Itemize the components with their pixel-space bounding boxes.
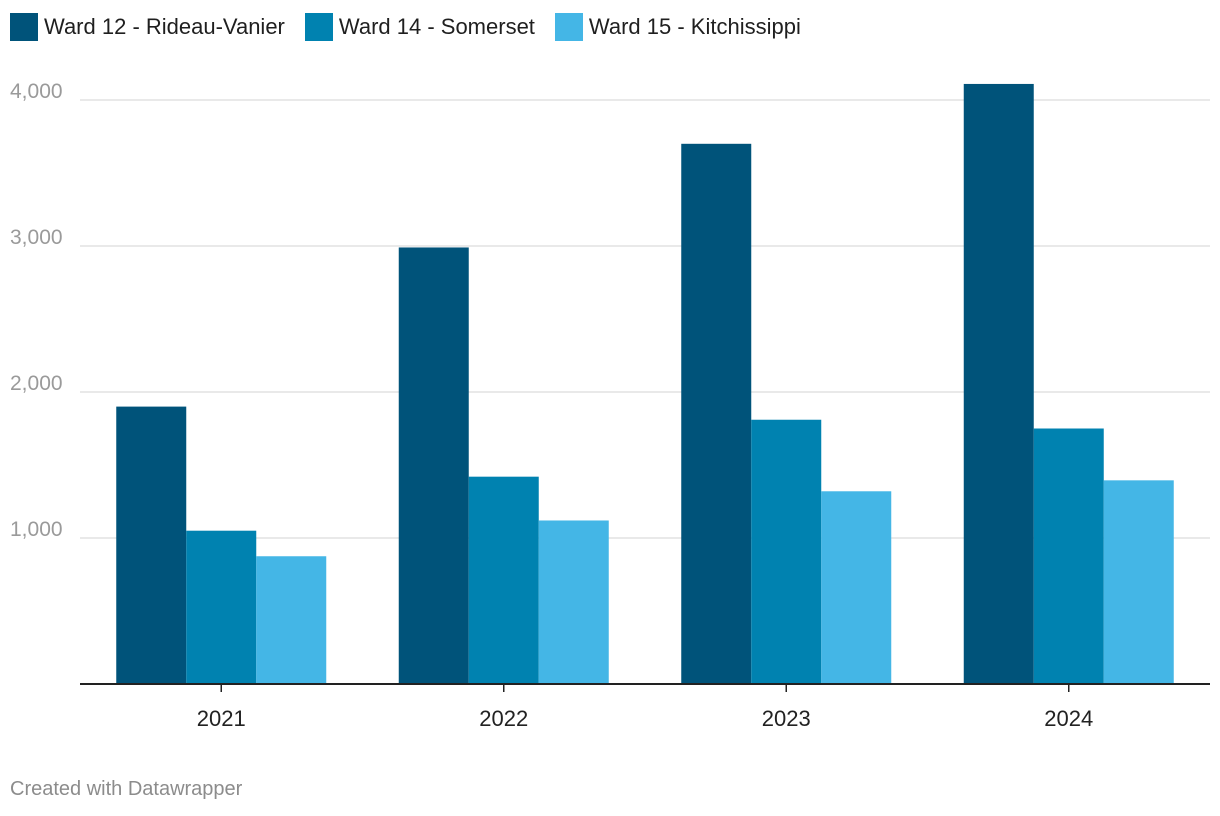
bar-2022-series-3 (538, 520, 609, 684)
bar-2022-series-2 (468, 476, 539, 684)
legend-item-ward-15: Ward 15 - Kitchissippi (554, 13, 801, 41)
bar-2021-series-2 (186, 530, 257, 684)
y-tick-label-2000: 2,000 (10, 372, 63, 395)
bar-2023-series-1 (681, 143, 752, 685)
bar-2024-series-2 (1033, 428, 1104, 684)
bar-2024-series-3 (1103, 480, 1174, 684)
footer-credit: Created with Datawrapper (10, 778, 243, 800)
legend-label-ward-12: Ward 12 - Rideau-Vanier (44, 14, 285, 39)
legend-swatch-ward-15 (554, 13, 583, 41)
bar-2023-series-3 (821, 491, 892, 684)
legend-item-ward-14: Ward 14 - Somerset (304, 13, 535, 41)
bar-2022-series-1 (398, 247, 469, 684)
bar-2023-series-2 (751, 419, 822, 684)
legend-swatch-ward-12 (10, 13, 38, 41)
legend-label-ward-15: Ward 15 - Kitchissippi (588, 14, 801, 39)
legend-item-ward-12: Ward 12 - Rideau-Vanier (10, 13, 285, 41)
bar-2021-series-1 (116, 406, 187, 684)
chart-legend: Ward 12 - Rideau-Vanier Ward 14 - Somers… (10, 12, 821, 42)
legend-label-ward-14: Ward 14 - Somerset (338, 14, 535, 39)
x-tick-label-2021: 2021 (197, 706, 246, 731)
y-tick-label-1000: 1,000 (10, 518, 63, 541)
bar-2021-series-3 (256, 556, 327, 684)
x-tick-label-2022: 2022 (479, 706, 528, 731)
x-tick-label-2023: 2023 (762, 706, 811, 731)
y-tick-label-4000: 4,000 (10, 80, 63, 103)
y-tick-label-3000: 3,000 (10, 226, 63, 249)
bar-2024-series-1 (963, 83, 1034, 684)
x-tick-label-2024: 2024 (1044, 706, 1093, 731)
legend-swatch-ward-14 (304, 13, 333, 41)
